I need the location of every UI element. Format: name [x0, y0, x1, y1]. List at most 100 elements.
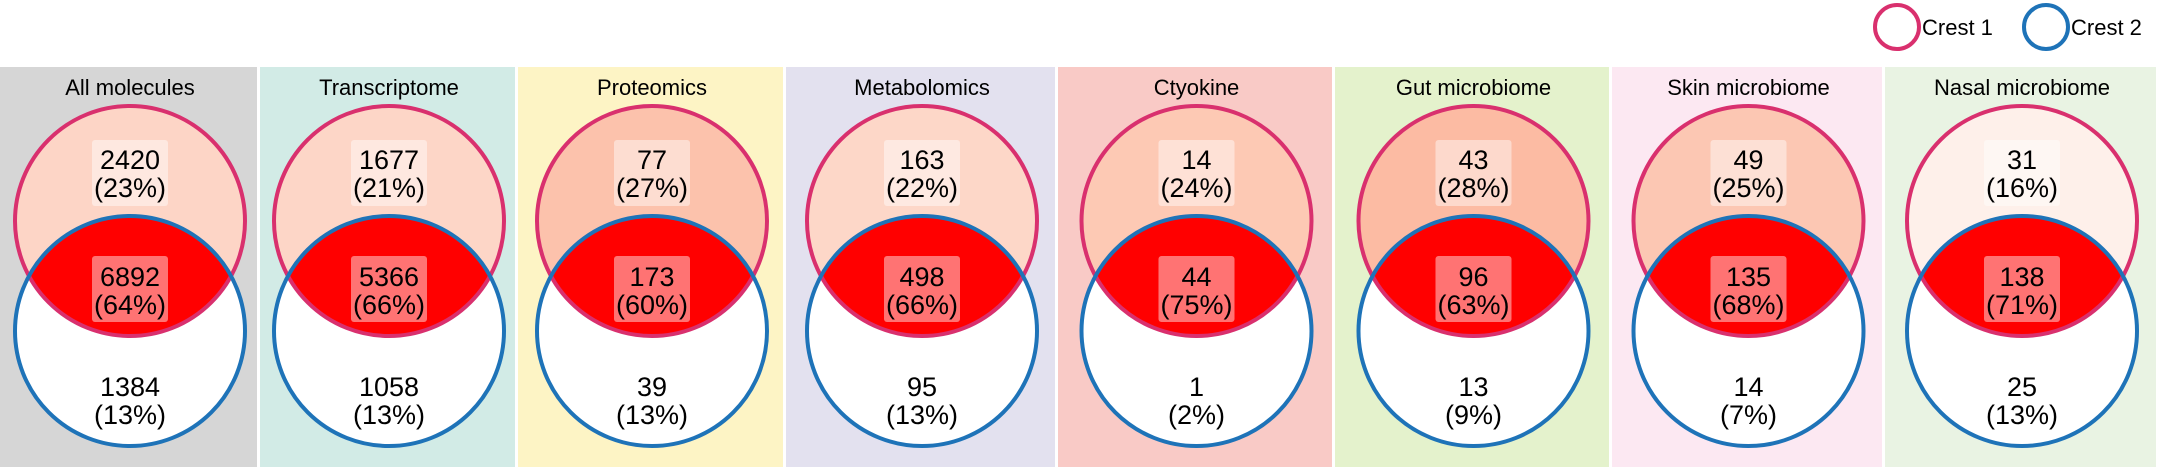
crest-1-label-box [884, 140, 960, 206]
panel-title: Skin microbiome [1667, 75, 1830, 100]
crest-1-only-count: 49 [1733, 145, 1763, 175]
overlap-label-box [884, 256, 960, 322]
overlap-percent: (63%) [1437, 290, 1509, 320]
crest-2-outline [272, 214, 506, 448]
crest-1-label-box [351, 140, 427, 206]
crest-2-only-percent: (7%) [1720, 400, 1777, 430]
crest-2-outline [1631, 214, 1866, 448]
crest-1-outline [805, 104, 1039, 338]
crest-1-only-percent: (23%) [94, 173, 166, 203]
crest-1-only-percent: (22%) [886, 173, 958, 203]
legend-swatch-crest-1 [1873, 3, 1921, 51]
overlap-percent: (71%) [1986, 290, 2058, 320]
crest-1-only-count: 14 [1181, 145, 1211, 175]
crest-2-only-percent: (13%) [616, 400, 688, 430]
crest-1-only-count: 31 [2007, 145, 2037, 175]
overlap-percent: (75%) [1160, 290, 1232, 320]
crest-1-label-box [614, 140, 690, 206]
crest-2-only-percent: (9%) [1445, 400, 1502, 430]
crest-1-only-count: 1677 [359, 145, 419, 175]
crest-2-only-percent: (13%) [1986, 400, 2058, 430]
crest-2-only-percent: (13%) [94, 400, 166, 430]
overlap-region [1921, 216, 2123, 336]
overlap-count: 6892 [100, 262, 160, 292]
crest-2-only-count: 1384 [100, 372, 160, 402]
crest-1-only-percent: (27%) [616, 173, 688, 203]
venn-panel: Transcriptome 1677(21%) 5366(66%) 1058(13%) [260, 67, 515, 467]
overlap-region [821, 215, 1023, 336]
crest-2-outline [535, 214, 769, 448]
overlap-count: 5366 [359, 262, 419, 292]
crest-1-outline [1905, 104, 2139, 338]
crest-2-outline [1356, 214, 1591, 448]
panel-title: Transcriptome [319, 75, 459, 100]
overlap-label-box [1435, 256, 1512, 322]
venn-panel: Gut microbiome 43(28%) 96(63%) 13(9%) [1335, 67, 1609, 467]
crest-1-only-count: 2420 [100, 145, 160, 175]
legend-swatch-crest-2 [2022, 3, 2070, 51]
crest-2-only-count: 14 [1733, 372, 1763, 402]
legend: Crest 1 Crest 2 [1873, 3, 2142, 51]
crest-1-outline [13, 104, 247, 338]
crest-1-only-count: 77 [637, 145, 667, 175]
panel-title: All molecules [65, 75, 195, 100]
crest-1-only-count: 43 [1458, 145, 1488, 175]
crest-2-only-count: 39 [637, 372, 667, 402]
panel-title: Nasal microbiome [1934, 75, 2110, 100]
crest-2-only-count: 1 [1189, 372, 1204, 402]
overlap-region [1647, 216, 1850, 336]
crest-2-only-count: 95 [907, 372, 937, 402]
crest-1-label-box [1710, 140, 1787, 206]
venn-panel: Skin microbiome 49(25%) 135(68%) 14(7%) [1612, 67, 1882, 467]
overlap-region [1095, 216, 1298, 336]
crest-1-label-box [92, 140, 168, 206]
venn-panels: All molecules2420(23%)6892(64%)1384(13%)… [0, 67, 2156, 467]
crest-1-outline [1079, 104, 1314, 338]
crest-1-label-box [1158, 140, 1235, 206]
venn-panel: All molecules 2420(23%) 6892(64%) 1384(13%) [0, 67, 257, 467]
overlap-percent: (60%) [616, 290, 688, 320]
crest-2-outline [1079, 214, 1314, 448]
crest-2-outline [805, 214, 1039, 448]
panel-title: Gut microbiome [1396, 75, 1551, 100]
overlap-count: 96 [1458, 262, 1488, 292]
overlap-region [29, 215, 231, 336]
venn-panel: Ctyokine 14(24%) 44(75%) 1(2%) [1058, 67, 1332, 467]
crest-1-only-percent: (16%) [1986, 173, 2058, 203]
crest-1-only-percent: (25%) [1712, 173, 1784, 203]
overlap-count: 135 [1726, 262, 1771, 292]
overlap-percent: (66%) [886, 290, 958, 320]
panel-title: Metabolomics [854, 75, 990, 100]
crest-2-only-count: 13 [1458, 372, 1488, 402]
overlap-label-box [92, 256, 168, 322]
venn-panel: Metabolomics 163(22%) 498(66%) 95(13%) [786, 67, 1055, 467]
crest-2-only-percent: (2%) [1168, 400, 1225, 430]
crest-1-only-count: 163 [899, 145, 944, 175]
legend-label-crest-1: Crest 1 [1922, 15, 1993, 40]
overlap-count: 173 [629, 262, 674, 292]
overlap-label-box [1984, 256, 2060, 322]
panel-title: Proteomics [597, 75, 707, 100]
overlap-count: 138 [1999, 262, 2044, 292]
crest-2-only-percent: (13%) [353, 400, 425, 430]
overlap-count: 44 [1181, 262, 1211, 292]
crest-2-outline [1905, 214, 2139, 448]
crest-1-outline [535, 104, 769, 338]
crest-2-outline [13, 214, 247, 448]
overlap-label-box [1158, 256, 1235, 322]
crest-1-outline [1356, 104, 1591, 338]
crest-1-label-box [1984, 140, 2060, 206]
crest-1-only-percent: (24%) [1160, 173, 1232, 203]
overlap-region [1372, 216, 1575, 336]
overlap-label-box [351, 256, 427, 322]
crest-1-outline [272, 104, 506, 338]
crest-1-only-percent: (28%) [1437, 173, 1509, 203]
overlap-region [288, 215, 490, 336]
overlap-label-box [1710, 256, 1787, 322]
crest-1-outline [1631, 104, 1866, 338]
overlap-count: 498 [899, 262, 944, 292]
venn-panel: Nasal microbiome 31(16%) 138(71%) 25(13%) [1885, 67, 2156, 467]
venn-panel: Proteomics 77(27%) 173(60%) 39(13%) [518, 67, 783, 467]
overlap-percent: (64%) [94, 290, 166, 320]
